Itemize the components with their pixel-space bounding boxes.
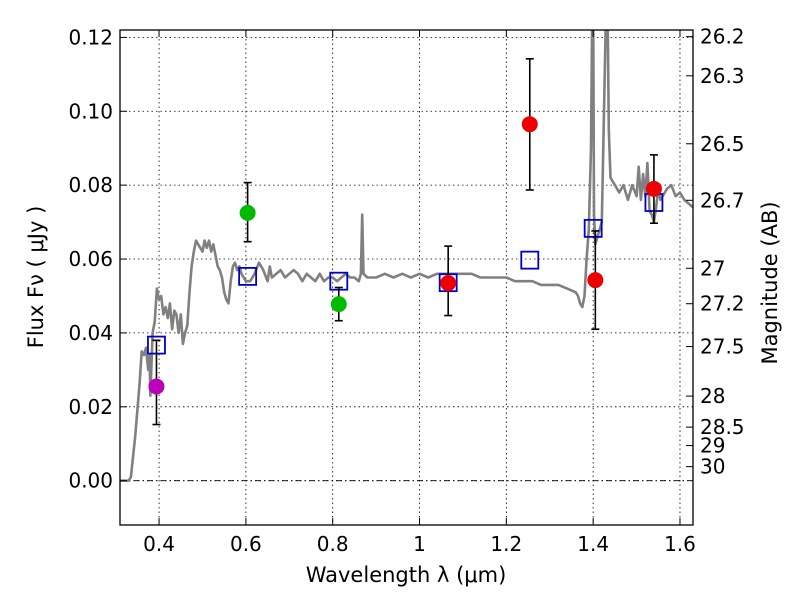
y2-axis-label: Magnitude (AB) bbox=[758, 201, 782, 364]
photometry-points-group bbox=[148, 116, 662, 395]
y2-tick-label: 30 bbox=[700, 455, 725, 479]
y-tick-label: 0.02 bbox=[68, 395, 113, 419]
x-tick-label: 1.2 bbox=[490, 532, 522, 556]
y-tick-label: 0.08 bbox=[68, 173, 113, 197]
y2-tick-label: 26.3 bbox=[700, 64, 745, 88]
y2-tick-label: 27.5 bbox=[700, 335, 745, 359]
y-ticks-group: 0.00 0.02 0.04 0.06 0.08 0.10 0.12 bbox=[68, 25, 127, 493]
photometry-point-red bbox=[645, 180, 662, 197]
x-axis-label: Wavelength λ (μm) bbox=[306, 563, 507, 587]
x-tick-label: 0.6 bbox=[230, 532, 262, 556]
y2-tick-label: 26.2 bbox=[700, 25, 745, 49]
x-tick-label: 0.4 bbox=[143, 532, 175, 556]
y-tick-label: 0.00 bbox=[68, 469, 113, 493]
x-tick-label: 1.4 bbox=[577, 532, 609, 556]
model-photometry-square bbox=[238, 266, 258, 286]
model-photometry-square bbox=[583, 218, 603, 238]
y2-tick-label: 26.7 bbox=[700, 188, 745, 212]
x-ticks-group: 0.4 0.6 0.8 1 1.2 1.4 1.6 bbox=[143, 30, 696, 556]
photometry-point-green bbox=[330, 296, 347, 313]
x-tick-label: 0.8 bbox=[317, 532, 349, 556]
y-tick-label: 0.04 bbox=[68, 321, 113, 345]
y2-tick-label: 27.2 bbox=[700, 292, 745, 316]
y2-tick-label: 28.5 bbox=[700, 415, 745, 439]
photometry-point-red bbox=[587, 272, 604, 289]
y-tick-label: 0.12 bbox=[68, 25, 113, 49]
y2-tick-label: 27 bbox=[700, 256, 725, 280]
y2-tick-label: 28 bbox=[700, 384, 725, 408]
y2-tick-label: 26.5 bbox=[700, 132, 745, 156]
x-tick-label: 1 bbox=[413, 532, 426, 556]
y-tick-label: 0.06 bbox=[68, 247, 113, 271]
x-tick-label: 1.6 bbox=[664, 532, 696, 556]
spectrum-group bbox=[120, 30, 693, 483]
y2-tick-label: 29 bbox=[700, 434, 725, 458]
photometry-point-green bbox=[239, 204, 256, 221]
photometry-point-purple bbox=[148, 378, 165, 395]
y-axis-label: Flux Fν ( μJy ) bbox=[24, 206, 48, 349]
photometry-point-red bbox=[440, 275, 457, 292]
y-tick-label: 0.10 bbox=[68, 99, 113, 123]
plot-frame bbox=[119, 29, 694, 526]
photometry-point-red bbox=[521, 116, 538, 133]
model-spectrum-line bbox=[120, 30, 693, 483]
model-photometry-square bbox=[520, 250, 540, 270]
